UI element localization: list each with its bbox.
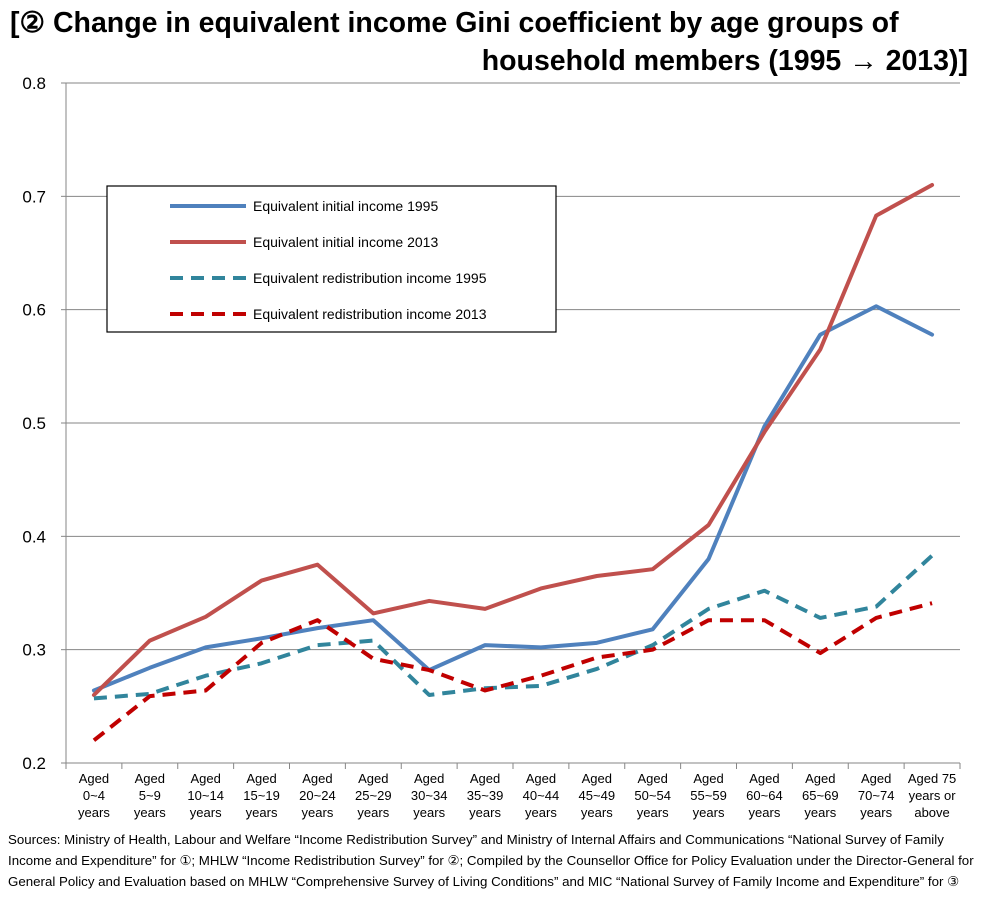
x-tick-label-1: Aged 0~4 years <box>78 771 110 820</box>
y-tick-label-0.2: 0.2 <box>22 754 46 773</box>
legend-box <box>106 185 557 333</box>
series-line-4 <box>92 601 933 742</box>
x-tick-label-6: Aged 25~29 years <box>355 771 392 820</box>
chart-title: [② Change in equivalent income Gini coef… <box>10 4 968 80</box>
legend-label-2: Equivalent initial income 2013 <box>253 234 438 250</box>
chart-title-line-1: [② Change in equivalent income Gini coef… <box>10 7 899 39</box>
x-tick-label-10: Aged 45~49 years <box>579 771 616 820</box>
x-tick-label-7: Aged 30~34 years <box>411 771 448 820</box>
y-tick-label-0.4: 0.4 <box>22 527 46 546</box>
x-tick-label-2: Aged 5~9 years <box>134 771 166 820</box>
y-tick-label-0.5: 0.5 <box>22 414 46 433</box>
y-tick-label-0.6: 0.6 <box>22 301 46 320</box>
x-tick-label-13: Aged 60~64 years <box>746 771 783 820</box>
x-tick-label-5: Aged 20~24 years <box>299 771 336 820</box>
x-tick-label-16: Aged 75 years or above <box>908 771 956 820</box>
legend-label-3: Equivalent redistribution income 1995 <box>253 270 487 286</box>
y-tick-label-0.7: 0.7 <box>22 187 46 206</box>
series-line-1 <box>91 304 935 693</box>
y-axis-tick-labels: 0.2 0.3 0.4 0.5 0.6 0.7 0.8 <box>22 74 46 773</box>
x-tick-label-12: Aged 55~59 years <box>690 771 727 820</box>
x-tick-label-8: Aged 35~39 years <box>467 771 504 820</box>
y-tick-label-0.3: 0.3 <box>22 641 46 660</box>
series-line-3 <box>93 554 934 701</box>
x-tick-label-11: Aged 50~54 years <box>634 771 671 820</box>
chart-title-line-2: household members (1995 → 2013)] <box>481 45 968 77</box>
series-line-2 <box>91 183 935 697</box>
x-axis-tick-labels: Aged 0~4 years Aged 5~9 years Aged 10~14 years Ag… <box>78 771 956 820</box>
legend-label-1: Equivalent initial income 1995 <box>253 198 438 214</box>
x-tick-label-3: Aged 10~14 years <box>187 771 224 820</box>
x-tick-label-9: Aged 40~44 years <box>523 771 560 820</box>
x-tick-label-14: Aged 65~69 years <box>802 771 839 820</box>
series-lines <box>91 183 935 742</box>
axes <box>61 82 961 769</box>
gridlines <box>66 82 960 651</box>
legend-label-4: Equivalent redistribution income 2013 <box>253 306 487 322</box>
legend: Equivalent initial income 1995 Equivalent… <box>106 185 557 333</box>
line-chart: 0.2 0.3 0.4 0.5 0.6 0.7 0.8 Aged 0~4 years Aged 5~… <box>22 74 961 820</box>
sources-note: Sources: Ministry of Health, Labour and … <box>8 832 974 889</box>
y-tick-label-0.8: 0.8 <box>22 74 46 93</box>
x-tick-label-15: Aged 70~74 years <box>858 771 895 820</box>
x-tick-label-4: Aged 15~19 years <box>243 771 280 820</box>
